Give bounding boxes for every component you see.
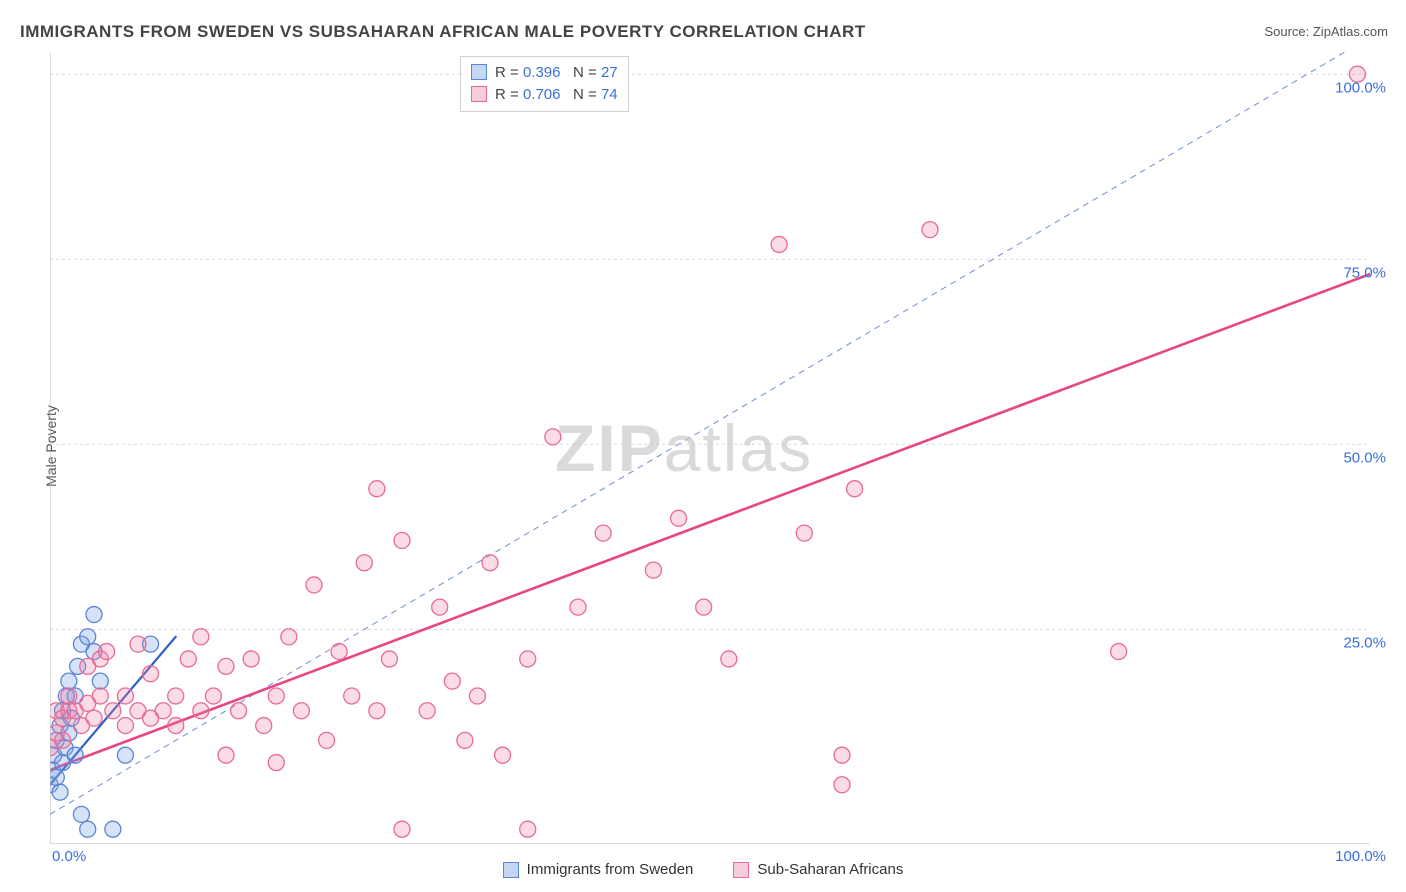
series-legend: Immigrants from Sweden Sub-Saharan Africa…	[0, 861, 1406, 878]
legend-swatch	[733, 862, 749, 878]
stat-text: R = 0.396 N = 27	[495, 64, 618, 81]
x-tick-max: 100.0%	[1335, 848, 1386, 865]
source-credit: Source: ZipAtlas.com	[1264, 24, 1388, 39]
stat-text: R = 0.706 N = 74	[495, 86, 618, 103]
legend-item: Immigrants from Sweden	[503, 861, 694, 878]
legend-item: Sub-Saharan Africans	[733, 861, 903, 878]
y-tick-label: 75.0%	[1343, 265, 1386, 282]
scatter-chart	[50, 52, 1370, 844]
legend-label: Sub-Saharan Africans	[757, 861, 903, 878]
legend-swatch	[471, 64, 487, 80]
x-tick-min: 0.0%	[52, 848, 86, 865]
legend-swatch	[471, 86, 487, 102]
y-tick-label: 100.0%	[1335, 80, 1386, 97]
source-prefix: Source:	[1264, 24, 1312, 39]
chart-title: IMMIGRANTS FROM SWEDEN VS SUBSAHARAN AFR…	[20, 22, 866, 42]
source-link[interactable]: ZipAtlas.com	[1313, 24, 1388, 39]
stat-legend: R = 0.396 N = 27 R = 0.706 N = 74	[460, 56, 629, 112]
y-tick-label: 50.0%	[1343, 450, 1386, 467]
legend-swatch	[503, 862, 519, 878]
stat-legend-row: R = 0.706 N = 74	[471, 83, 618, 105]
y-tick-label: 25.0%	[1343, 635, 1386, 652]
legend-label: Immigrants from Sweden	[527, 861, 694, 878]
stat-legend-row: R = 0.396 N = 27	[471, 61, 618, 83]
